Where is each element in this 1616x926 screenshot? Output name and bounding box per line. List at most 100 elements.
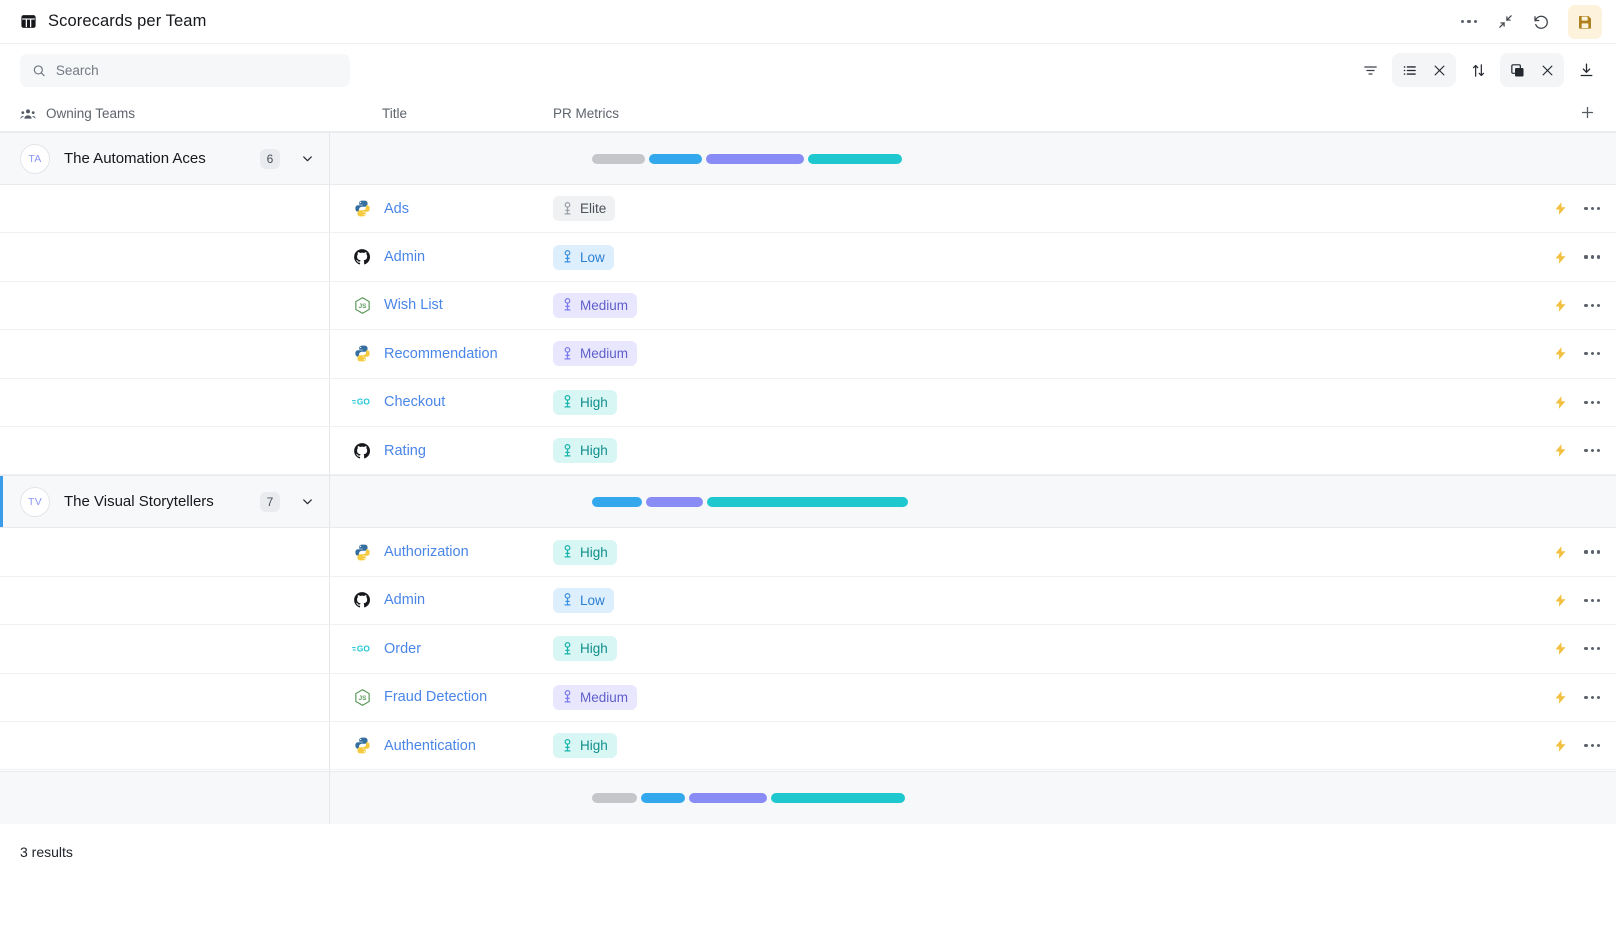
row-more-button[interactable] [1584,255,1600,259]
lightning-bolt-icon[interactable] [1553,592,1568,609]
row-actions [1553,345,1616,362]
column-header-owning-teams[interactable]: Owning Teams [0,106,330,121]
ellipsis-icon [1584,352,1600,356]
filter-button[interactable] [1354,54,1386,86]
row-more-button[interactable] [1584,400,1600,404]
row-actions [1553,592,1616,609]
row-title-link[interactable]: Authentication [384,737,476,754]
search-input[interactable] [55,62,338,78]
go-icon: GO [352,392,372,412]
row-actions [1553,200,1616,217]
row-left-spacer [0,281,330,330]
row-actions [1553,689,1616,706]
column-header-pr-metrics[interactable]: PR Metrics [553,106,620,121]
row-title-link[interactable]: Rating [384,442,426,459]
row-title-link[interactable]: Recommendation [384,345,498,362]
team-group-row[interactable]: TA The Automation Aces 6 [0,132,1616,185]
row-title-link[interactable]: Wish List [384,297,443,314]
summary-stacked-bar [592,793,905,803]
table-row[interactable]: Recommendation Medium [0,330,1616,379]
lightning-bolt-icon[interactable] [1553,737,1568,754]
table-row[interactable]: Ads Elite [0,185,1616,234]
team-group-left[interactable]: TA The Automation Aces 6 [0,133,330,184]
row-left-spacer [0,185,330,233]
lightning-bolt-icon[interactable] [1553,442,1568,459]
team-count-badge: 6 [260,148,280,169]
people-group-icon [20,108,36,119]
row-title-link[interactable]: Ads [384,200,409,217]
table-row[interactable]: Admin Low [0,233,1616,282]
table-row[interactable]: Authorization High [0,528,1616,577]
row-more-button[interactable] [1584,352,1600,356]
columns-button[interactable] [1502,55,1532,85]
add-column-button[interactable] [1579,104,1596,124]
summary-metrics-cell [330,793,1616,803]
team-bar-segment-medium [646,496,703,507]
list-group-icon [1403,65,1416,75]
lightning-bolt-icon[interactable] [1553,345,1568,362]
team-group-row[interactable]: TV The Visual Storytellers 7 [0,475,1616,529]
table-row[interactable]: GO Checkout High [0,378,1616,427]
row-more-button[interactable] [1584,744,1600,748]
avatar: TV [20,486,50,517]
lightning-bolt-icon[interactable] [1553,249,1568,266]
row-metrics-cell: Medium [545,292,1553,318]
table-row[interactable]: Admin Low [0,576,1616,626]
row-more-button[interactable] [1584,647,1600,651]
row-title-link[interactable]: Admin [384,249,426,266]
lightning-bolt-icon[interactable] [1553,640,1568,657]
row-metrics-cell: Medium [545,684,1553,710]
medal-icon [562,641,573,656]
ellipsis-icon [1584,695,1600,699]
status-badge: Medium [553,292,638,318]
row-title-cell: Admin [330,590,545,610]
column-header-title[interactable]: Title [382,106,408,121]
sort-button[interactable] [1462,54,1494,86]
lightning-bolt-icon[interactable] [1553,544,1568,561]
save-button[interactable] [1568,4,1602,39]
row-title-cell: Recommendation [330,344,545,364]
row-metrics-cell: Medium [545,341,1553,367]
clear-group-by-button[interactable] [1424,55,1454,85]
row-more-button[interactable] [1584,303,1600,308]
table-row[interactable]: JS Fraud Detection Medium [0,673,1616,722]
summary-bar-segment-high [641,793,685,803]
clear-columns-button[interactable] [1532,55,1562,85]
team-bar-segment-high [592,496,642,507]
group-by-button[interactable] [1394,55,1424,85]
layers-copy-icon [1510,63,1524,77]
row-title-link[interactable]: Fraud Detection [384,689,488,706]
row-left-spacer [0,528,330,576]
rows-viewport[interactable]: TA The Automation Aces 6 Ads [0,132,1616,824]
team-name: The Automation Aces [64,150,206,167]
lightning-bolt-icon[interactable] [1553,297,1568,314]
row-more-button[interactable] [1584,695,1600,699]
row-title-link[interactable]: Admin [384,592,426,609]
row-title-link[interactable]: Order [384,640,422,657]
row-more-button[interactable] [1584,207,1600,211]
row-more-button[interactable] [1584,449,1600,453]
more-options-button[interactable] [1452,5,1486,39]
row-actions [1553,442,1616,459]
search-box[interactable] [20,53,350,87]
lightning-bolt-icon[interactable] [1553,394,1568,411]
python-icon [354,345,370,362]
row-more-button[interactable] [1584,598,1600,603]
collapse-button[interactable] [1488,5,1522,39]
row-title-link[interactable]: Checkout [384,394,446,411]
team-group-left[interactable]: TV The Visual Storytellers 7 [0,476,330,528]
table-row[interactable]: Authentication High [0,721,1616,771]
github-icon [352,590,372,610]
lightning-bolt-icon[interactable] [1553,689,1568,706]
chevron-down-icon[interactable] [300,494,315,509]
lightning-bolt-icon[interactable] [1553,200,1568,217]
row-more-button[interactable] [1584,550,1600,554]
reset-button[interactable] [1524,5,1558,39]
row-title-link[interactable]: Authorization [384,544,469,561]
chevron-down-icon[interactable] [300,151,315,166]
python-icon [354,544,370,560]
download-button[interactable] [1570,54,1602,86]
table-row[interactable]: Rating High [0,426,1616,476]
table-row[interactable]: GO Order High [0,625,1616,674]
table-row[interactable]: JS Wish List Medium [0,281,1616,331]
